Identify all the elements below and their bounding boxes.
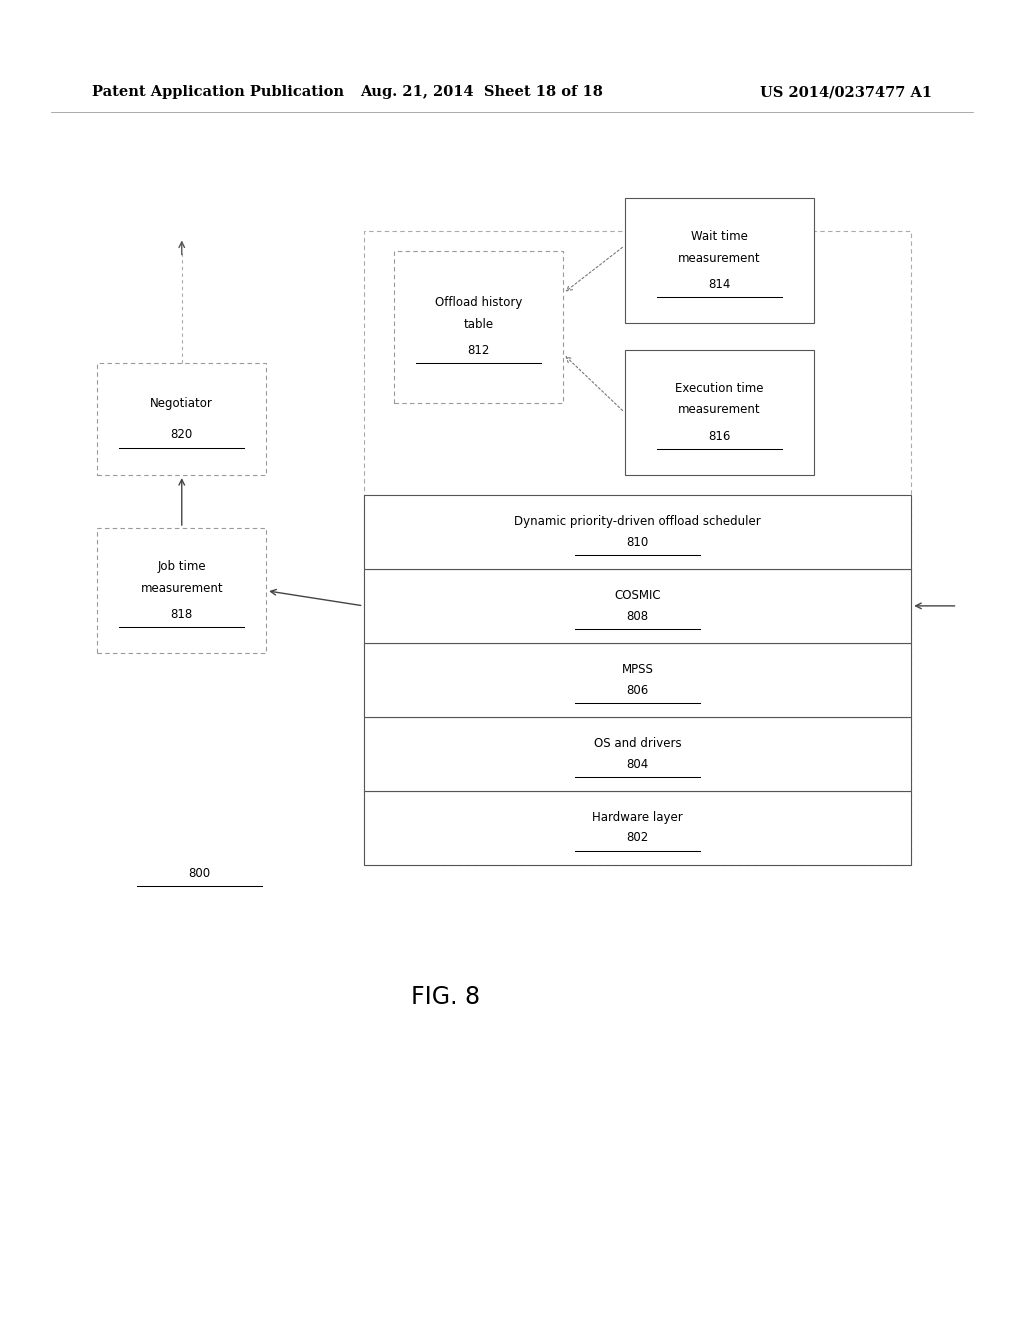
FancyBboxPatch shape bbox=[364, 231, 911, 865]
Text: MPSS: MPSS bbox=[622, 663, 653, 676]
Text: 818: 818 bbox=[171, 609, 193, 620]
FancyBboxPatch shape bbox=[364, 495, 911, 569]
Text: table: table bbox=[464, 318, 494, 330]
Text: 820: 820 bbox=[171, 429, 193, 441]
Text: measurement: measurement bbox=[678, 252, 761, 264]
Text: 802: 802 bbox=[627, 832, 648, 845]
Text: Patent Application Publication: Patent Application Publication bbox=[92, 86, 344, 99]
FancyBboxPatch shape bbox=[364, 569, 911, 643]
Text: 810: 810 bbox=[627, 536, 648, 549]
Text: Negotiator: Negotiator bbox=[151, 397, 213, 409]
Text: Wait time: Wait time bbox=[691, 231, 748, 243]
Text: 800: 800 bbox=[188, 867, 211, 880]
FancyBboxPatch shape bbox=[394, 251, 563, 403]
Text: 816: 816 bbox=[709, 430, 730, 442]
FancyBboxPatch shape bbox=[364, 643, 911, 717]
Text: 808: 808 bbox=[627, 610, 648, 623]
Text: FIG. 8: FIG. 8 bbox=[411, 985, 480, 1008]
Text: US 2014/0237477 A1: US 2014/0237477 A1 bbox=[760, 86, 932, 99]
FancyBboxPatch shape bbox=[97, 528, 266, 653]
Text: 804: 804 bbox=[627, 758, 648, 771]
Text: Dynamic priority-driven offload scheduler: Dynamic priority-driven offload schedule… bbox=[514, 515, 761, 528]
Text: Hardware layer: Hardware layer bbox=[592, 810, 683, 824]
FancyBboxPatch shape bbox=[97, 363, 266, 475]
Text: measurement: measurement bbox=[678, 404, 761, 416]
Text: Offload history: Offload history bbox=[435, 297, 522, 309]
Text: 806: 806 bbox=[627, 684, 648, 697]
FancyBboxPatch shape bbox=[625, 198, 814, 323]
Text: 812: 812 bbox=[468, 345, 489, 356]
Text: Job time: Job time bbox=[158, 561, 206, 573]
Text: measurement: measurement bbox=[140, 582, 223, 594]
FancyBboxPatch shape bbox=[625, 350, 814, 475]
FancyBboxPatch shape bbox=[364, 717, 911, 791]
Text: COSMIC: COSMIC bbox=[614, 589, 660, 602]
Text: Aug. 21, 2014  Sheet 18 of 18: Aug. 21, 2014 Sheet 18 of 18 bbox=[359, 86, 603, 99]
Text: 814: 814 bbox=[709, 279, 730, 290]
Text: Execution time: Execution time bbox=[675, 383, 764, 395]
FancyBboxPatch shape bbox=[364, 791, 911, 865]
Text: OS and drivers: OS and drivers bbox=[594, 737, 681, 750]
